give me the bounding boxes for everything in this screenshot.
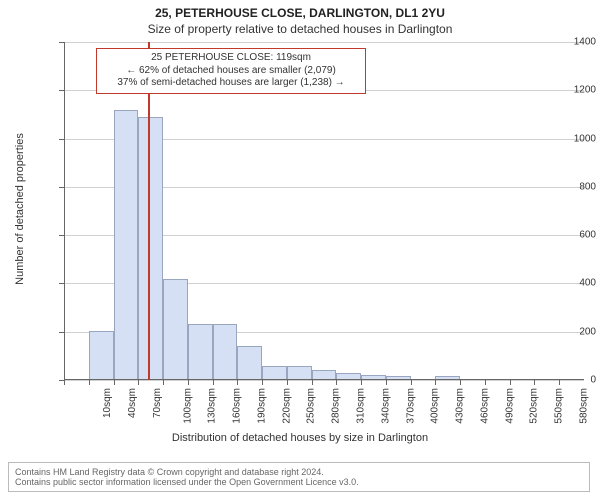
gridline: [64, 380, 584, 381]
x-tick-label: 370sqm: [405, 388, 416, 424]
chart-title-sub: Size of property relative to detached ho…: [0, 22, 600, 36]
y-tick-label: 200: [540, 326, 596, 337]
x-tick-mark: [534, 380, 535, 385]
x-tick-mark: [386, 380, 387, 385]
y-tick-label: 0: [540, 375, 596, 386]
x-tick-mark: [361, 380, 362, 385]
y-tick-label: 1200: [540, 85, 596, 96]
histogram-bar: [138, 117, 163, 380]
histogram-bar: [114, 110, 139, 380]
footer-attribution: Contains HM Land Registry data © Crown c…: [8, 462, 590, 492]
histogram-bar: [237, 346, 262, 380]
x-tick-label: 460sqm: [479, 388, 490, 424]
y-tick-label: 600: [540, 230, 596, 241]
x-tick-label: 580sqm: [578, 388, 589, 424]
x-tick-mark: [89, 380, 90, 385]
x-tick-mark: [336, 380, 337, 385]
x-tick-mark: [163, 380, 164, 385]
histogram-bar: [262, 366, 287, 380]
x-tick-mark: [188, 380, 189, 385]
y-tick-label: 1000: [540, 133, 596, 144]
histogram-bar: [213, 324, 238, 380]
histogram-bar: [188, 324, 213, 380]
x-tick-label: 280sqm: [331, 388, 342, 424]
y-tick-mark: [59, 139, 64, 140]
x-tick-label: 130sqm: [207, 388, 218, 424]
x-tick-mark: [213, 380, 214, 385]
histogram-bar: [163, 279, 188, 380]
x-tick-mark: [485, 380, 486, 385]
chart-container: 25, PETERHOUSE CLOSE, DARLINGTON, DL1 2Y…: [0, 0, 600, 500]
x-axis-line: [64, 379, 584, 380]
y-tick-mark: [59, 283, 64, 284]
x-tick-label: 250sqm: [306, 388, 317, 424]
x-tick-label: 310sqm: [356, 388, 367, 424]
x-tick-label: 220sqm: [281, 388, 292, 424]
x-tick-mark: [237, 380, 238, 385]
y-tick-mark: [59, 332, 64, 333]
annotation-line: 25 PETERHOUSE CLOSE: 119sqm: [103, 52, 359, 65]
x-tick-mark: [138, 380, 139, 385]
x-tick-mark: [262, 380, 263, 385]
annotation-line: ← 62% of detached houses are smaller (2,…: [103, 65, 359, 78]
gridline: [64, 42, 584, 43]
y-tick-mark: [59, 90, 64, 91]
x-axis-label: Distribution of detached houses by size …: [0, 432, 600, 444]
annotation-box: 25 PETERHOUSE CLOSE: 119sqm← 62% of deta…: [96, 48, 366, 94]
y-tick-mark: [59, 235, 64, 236]
y-tick-label: 400: [540, 278, 596, 289]
x-tick-mark: [510, 380, 511, 385]
x-tick-mark: [559, 380, 560, 385]
y-tick-mark: [59, 187, 64, 188]
y-tick-label: 800: [540, 181, 596, 192]
annotation-line: 37% of semi-detached houses are larger (…: [103, 77, 359, 90]
x-tick-mark: [114, 380, 115, 385]
x-tick-label: 520sqm: [529, 388, 540, 424]
x-tick-label: 40sqm: [127, 388, 138, 418]
y-axis-label: Number of detached properties: [14, 119, 26, 299]
histogram-bar: [89, 331, 114, 380]
x-tick-label: 400sqm: [430, 388, 441, 424]
footer-line: Contains HM Land Registry data © Crown c…: [15, 467, 583, 477]
x-tick-label: 70sqm: [152, 388, 163, 418]
x-tick-label: 190sqm: [257, 388, 268, 424]
x-tick-mark: [64, 380, 65, 385]
x-tick-mark: [460, 380, 461, 385]
x-tick-label: 160sqm: [232, 388, 243, 424]
x-tick-label: 10sqm: [102, 388, 113, 418]
x-tick-mark: [312, 380, 313, 385]
x-tick-mark: [435, 380, 436, 385]
x-tick-label: 100sqm: [182, 388, 193, 424]
footer-line: Contains public sector information licen…: [15, 477, 583, 487]
x-tick-label: 490sqm: [504, 388, 515, 424]
x-tick-mark: [287, 380, 288, 385]
chart-title-main: 25, PETERHOUSE CLOSE, DARLINGTON, DL1 2Y…: [0, 6, 600, 20]
x-tick-label: 340sqm: [380, 388, 391, 424]
y-axis-line: [64, 42, 65, 380]
x-tick-label: 550sqm: [554, 388, 565, 424]
y-tick-mark: [59, 42, 64, 43]
x-tick-mark: [411, 380, 412, 385]
histogram-bar: [287, 366, 312, 380]
y-tick-label: 1400: [540, 37, 596, 48]
x-tick-label: 430sqm: [455, 388, 466, 424]
